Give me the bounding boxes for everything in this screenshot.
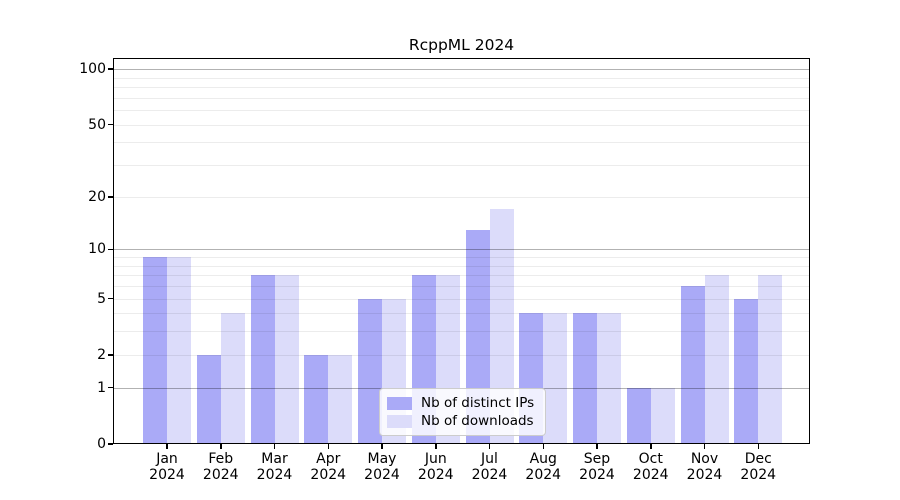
- x-tick-label: Feb 2024: [191, 451, 251, 483]
- legend-swatch-downloads: [387, 414, 412, 428]
- x-tick-year: 2024: [686, 467, 723, 483]
- legend-swatch-distinct-ips: [387, 396, 412, 410]
- x-tick-label: Oct 2024: [621, 451, 681, 483]
- x-tick-label: Apr 2024: [298, 451, 358, 483]
- x-tick-mark: [757, 444, 759, 449]
- x-tick-mark: [703, 444, 706, 449]
- bar-distinct-ips-sep: [573, 313, 597, 444]
- x-tick-mark: [273, 444, 276, 449]
- bar-distinct-ips-feb: [196, 354, 221, 444]
- x-tick-mark: [435, 444, 437, 449]
- minor-gridline: [113, 298, 810, 300]
- minor-gridline: [113, 265, 810, 267]
- x-tick-label: Jul 2024: [460, 451, 520, 483]
- legend-label-downloads: Nb of downloads: [421, 413, 534, 429]
- bar-distinct-ips-jan: [143, 257, 167, 444]
- y-tick-label: 10: [88, 241, 106, 258]
- y-tick-label: 20: [88, 188, 106, 205]
- x-tick-year: 2024: [149, 467, 185, 483]
- y-tick-label: 100: [79, 61, 106, 78]
- minor-gridline: [113, 331, 810, 333]
- x-tick-year: 2024: [256, 467, 293, 483]
- legend-item-downloads: Nb of downloads: [387, 413, 537, 429]
- x-tick-year: 2024: [740, 467, 777, 483]
- x-tick-mark: [327, 444, 329, 449]
- x-tick-label: Nov 2024: [675, 451, 735, 483]
- bar-downloads-feb: [220, 313, 245, 444]
- y-tick-mark: [108, 354, 113, 356]
- x-tick-year: 2024: [579, 467, 615, 483]
- bar-distinct-ips-may: [358, 298, 382, 444]
- minor-gridline: [113, 110, 810, 112]
- y-tick-mark: [108, 196, 113, 198]
- minor-gridline: [113, 354, 810, 356]
- minor-gridline: [113, 97, 810, 99]
- bar-downloads-aug: [543, 313, 568, 444]
- legend: Nb of distinct IPs Nb of downloads: [379, 388, 546, 436]
- x-tick-year: 2024: [202, 467, 239, 483]
- bar-downloads-apr: [328, 354, 353, 444]
- x-tick-year: 2024: [310, 467, 347, 483]
- x-tick-label: May 2024: [352, 451, 412, 483]
- x-tick-label: Sep 2024: [567, 451, 627, 483]
- y-tick-mark: [108, 297, 113, 300]
- plot-area: [113, 58, 810, 444]
- x-tick-mark: [166, 444, 168, 449]
- y-tick-mark: [108, 123, 113, 126]
- minor-gridline: [113, 124, 810, 126]
- minor-gridline: [113, 77, 810, 79]
- minor-gridline: [113, 87, 810, 89]
- x-tick-label: Mar 2024: [245, 451, 305, 483]
- bar-distinct-ips-nov: [680, 285, 705, 444]
- major-gridline: [113, 69, 810, 71]
- bar-downloads-dec: [758, 275, 783, 444]
- minor-gridline: [113, 165, 810, 167]
- x-tick-label: Dec 2024: [728, 451, 788, 483]
- minor-gridline: [113, 257, 810, 259]
- bar-distinct-ips-mar: [250, 275, 275, 444]
- y-tick-label: 5: [97, 290, 106, 307]
- bar-distinct-ips-apr: [304, 354, 329, 444]
- legend-item-distinct-ips: Nb of distinct IPs: [387, 395, 537, 411]
- x-tick-mark: [650, 444, 652, 449]
- y-tick-label: 1: [97, 379, 106, 396]
- x-tick-year: 2024: [471, 467, 508, 483]
- bar-downloads-sep: [597, 313, 621, 444]
- x-tick-mark: [596, 444, 598, 449]
- minor-gridline: [113, 142, 810, 144]
- bar-distinct-ips-oct: [626, 387, 651, 444]
- y-tick-mark: [108, 68, 113, 70]
- x-tick-label: Jan 2024: [137, 451, 197, 483]
- minor-gridline: [113, 285, 810, 287]
- x-tick-year: 2024: [417, 467, 454, 483]
- y-tick-mark: [108, 386, 113, 389]
- bar-downloads-mar: [274, 275, 299, 444]
- x-tick-year: 2024: [364, 467, 400, 483]
- major-gridline: [113, 249, 810, 251]
- minor-gridline: [113, 275, 810, 277]
- minor-gridline: [113, 313, 810, 315]
- y-tick-label: 0: [97, 436, 106, 452]
- x-tick-mark: [488, 444, 491, 449]
- x-tick-label: Jun 2024: [406, 451, 466, 483]
- legend-label-distinct-ips: Nb of distinct IPs: [421, 395, 535, 411]
- x-tick-mark: [381, 444, 383, 449]
- y-tick-label: 50: [88, 116, 106, 133]
- x-tick-mark: [220, 444, 222, 449]
- x-tick-year: 2024: [632, 467, 669, 483]
- y-tick-mark: [108, 248, 113, 251]
- y-tick-label: 2: [97, 346, 106, 363]
- bar-downloads-jan: [167, 257, 191, 444]
- minor-gridline: [113, 196, 810, 198]
- x-tick-label: Aug 2024: [513, 451, 573, 483]
- x-tick-mark: [542, 444, 544, 449]
- bar-downloads-nov: [704, 275, 729, 444]
- bar-distinct-ips-dec: [734, 298, 759, 444]
- bar-downloads-oct: [650, 387, 675, 444]
- chart-title: RcppML 2024: [408, 36, 515, 54]
- x-tick-year: 2024: [525, 467, 562, 483]
- y-tick-mark: [108, 443, 113, 445]
